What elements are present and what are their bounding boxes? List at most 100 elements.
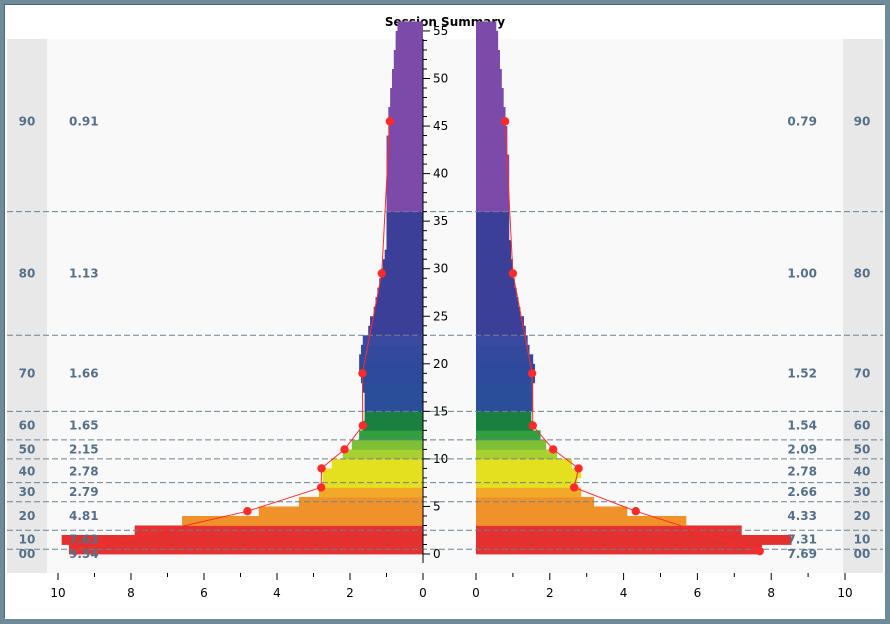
right-bar xyxy=(476,154,510,165)
right-point xyxy=(755,546,764,556)
left-level-label: 20 xyxy=(19,509,36,523)
left-bar xyxy=(342,449,423,460)
right-level-label: 70 xyxy=(854,366,871,380)
right-bar xyxy=(476,477,578,488)
right-x-tick-label: 10 xyxy=(837,586,852,600)
right-bar xyxy=(476,287,517,298)
right-bar xyxy=(476,211,510,222)
right-bar xyxy=(476,97,504,108)
right-bar xyxy=(476,192,510,203)
right-bar xyxy=(476,335,528,346)
right-point xyxy=(631,507,640,516)
right-point xyxy=(508,269,518,278)
right-bar xyxy=(476,240,512,251)
left-bar xyxy=(386,164,423,174)
right-level-value: 2.78 xyxy=(787,464,817,478)
left-level-value: 2.79 xyxy=(69,485,99,499)
right-bar xyxy=(476,135,508,146)
bottom-x-axes: 10 8 6 4 2 0 0 2 4 6 8 10 xyxy=(50,573,853,600)
left-bar xyxy=(359,430,423,441)
left-level-value: 2.15 xyxy=(69,442,99,456)
left-level-value: 7.63 xyxy=(69,533,99,547)
right-x-tick-label: 0 xyxy=(472,586,480,600)
right-bar xyxy=(476,21,497,32)
y-tick-label: 20 xyxy=(433,357,448,371)
right-level-label: 40 xyxy=(854,464,871,478)
left-bar xyxy=(386,173,423,184)
left-level-value: 2.78 xyxy=(69,464,99,478)
left-x-tick-label: 6 xyxy=(200,586,208,600)
left-bar xyxy=(386,202,423,213)
left-bar xyxy=(382,259,423,270)
chart-window: Session Summary 0 5 10 15 20 25 30 35 40 45 50 55 1… xyxy=(4,4,885,619)
left-level-value: 1.66 xyxy=(69,366,99,380)
left-bar xyxy=(362,420,423,431)
right-level-panel xyxy=(843,39,883,573)
y-tick-label: 25 xyxy=(433,309,448,323)
left-bar xyxy=(386,211,423,222)
left-level-panel xyxy=(7,39,47,573)
left-bar xyxy=(377,287,423,298)
left-bar xyxy=(386,154,423,165)
right-bar xyxy=(476,506,628,517)
left-bar xyxy=(384,249,423,260)
left-bar xyxy=(370,316,423,327)
right-level-value: 1.54 xyxy=(787,419,817,433)
right-bar xyxy=(476,439,547,450)
right-level-label: 80 xyxy=(854,266,871,280)
right-bar xyxy=(476,116,506,127)
left-bar xyxy=(386,192,423,203)
left-bar xyxy=(359,363,423,374)
left-level-label: 80 xyxy=(19,266,36,280)
left-level-label: 50 xyxy=(19,442,36,456)
right-bar xyxy=(476,297,519,308)
right-bar xyxy=(476,126,508,136)
right-bar xyxy=(476,525,742,536)
left-point xyxy=(358,421,367,430)
right-bar xyxy=(476,468,582,479)
right-bar xyxy=(476,392,534,403)
right-bar xyxy=(476,221,510,232)
left-bar xyxy=(381,268,423,279)
left-bar xyxy=(386,230,423,241)
right-bar xyxy=(476,401,534,412)
left-x-tick-label: 8 xyxy=(127,586,135,600)
left-point xyxy=(385,117,394,126)
right-level-label: 20 xyxy=(854,509,871,523)
right-bar xyxy=(476,496,595,507)
left-bar xyxy=(364,411,423,422)
right-level-value: 1.00 xyxy=(787,266,817,280)
left-x-tick-label: 0 xyxy=(419,586,427,600)
right-level-label: 00 xyxy=(854,547,871,561)
right-level-label: 50 xyxy=(854,442,871,456)
right-level-value: 2.09 xyxy=(787,442,817,456)
right-bar xyxy=(476,107,506,117)
left-bar xyxy=(364,392,423,403)
left-bar xyxy=(258,506,423,517)
left-bar xyxy=(388,116,423,127)
right-point xyxy=(548,445,558,454)
right-bar xyxy=(476,411,532,422)
right-bar xyxy=(476,316,524,327)
right-bar xyxy=(476,68,502,79)
right-bar xyxy=(476,487,582,498)
left-level-label: 40 xyxy=(19,464,36,478)
right-bar xyxy=(476,306,521,317)
left-bar xyxy=(386,135,423,146)
right-bar xyxy=(476,202,510,213)
left-point xyxy=(316,483,326,492)
right-bar xyxy=(476,230,510,241)
right-level-value: 7.31 xyxy=(787,533,817,547)
left-bar xyxy=(390,97,423,108)
left-bar xyxy=(388,107,423,117)
right-bar xyxy=(476,382,534,393)
plot-area xyxy=(47,39,843,573)
right-bar xyxy=(476,449,558,460)
right-level-label: 60 xyxy=(854,419,871,433)
left-bar xyxy=(395,30,423,41)
right-bar xyxy=(476,534,792,545)
right-point xyxy=(574,464,583,473)
left-level-value: 9.54 xyxy=(69,547,99,561)
right-bar xyxy=(476,40,499,51)
